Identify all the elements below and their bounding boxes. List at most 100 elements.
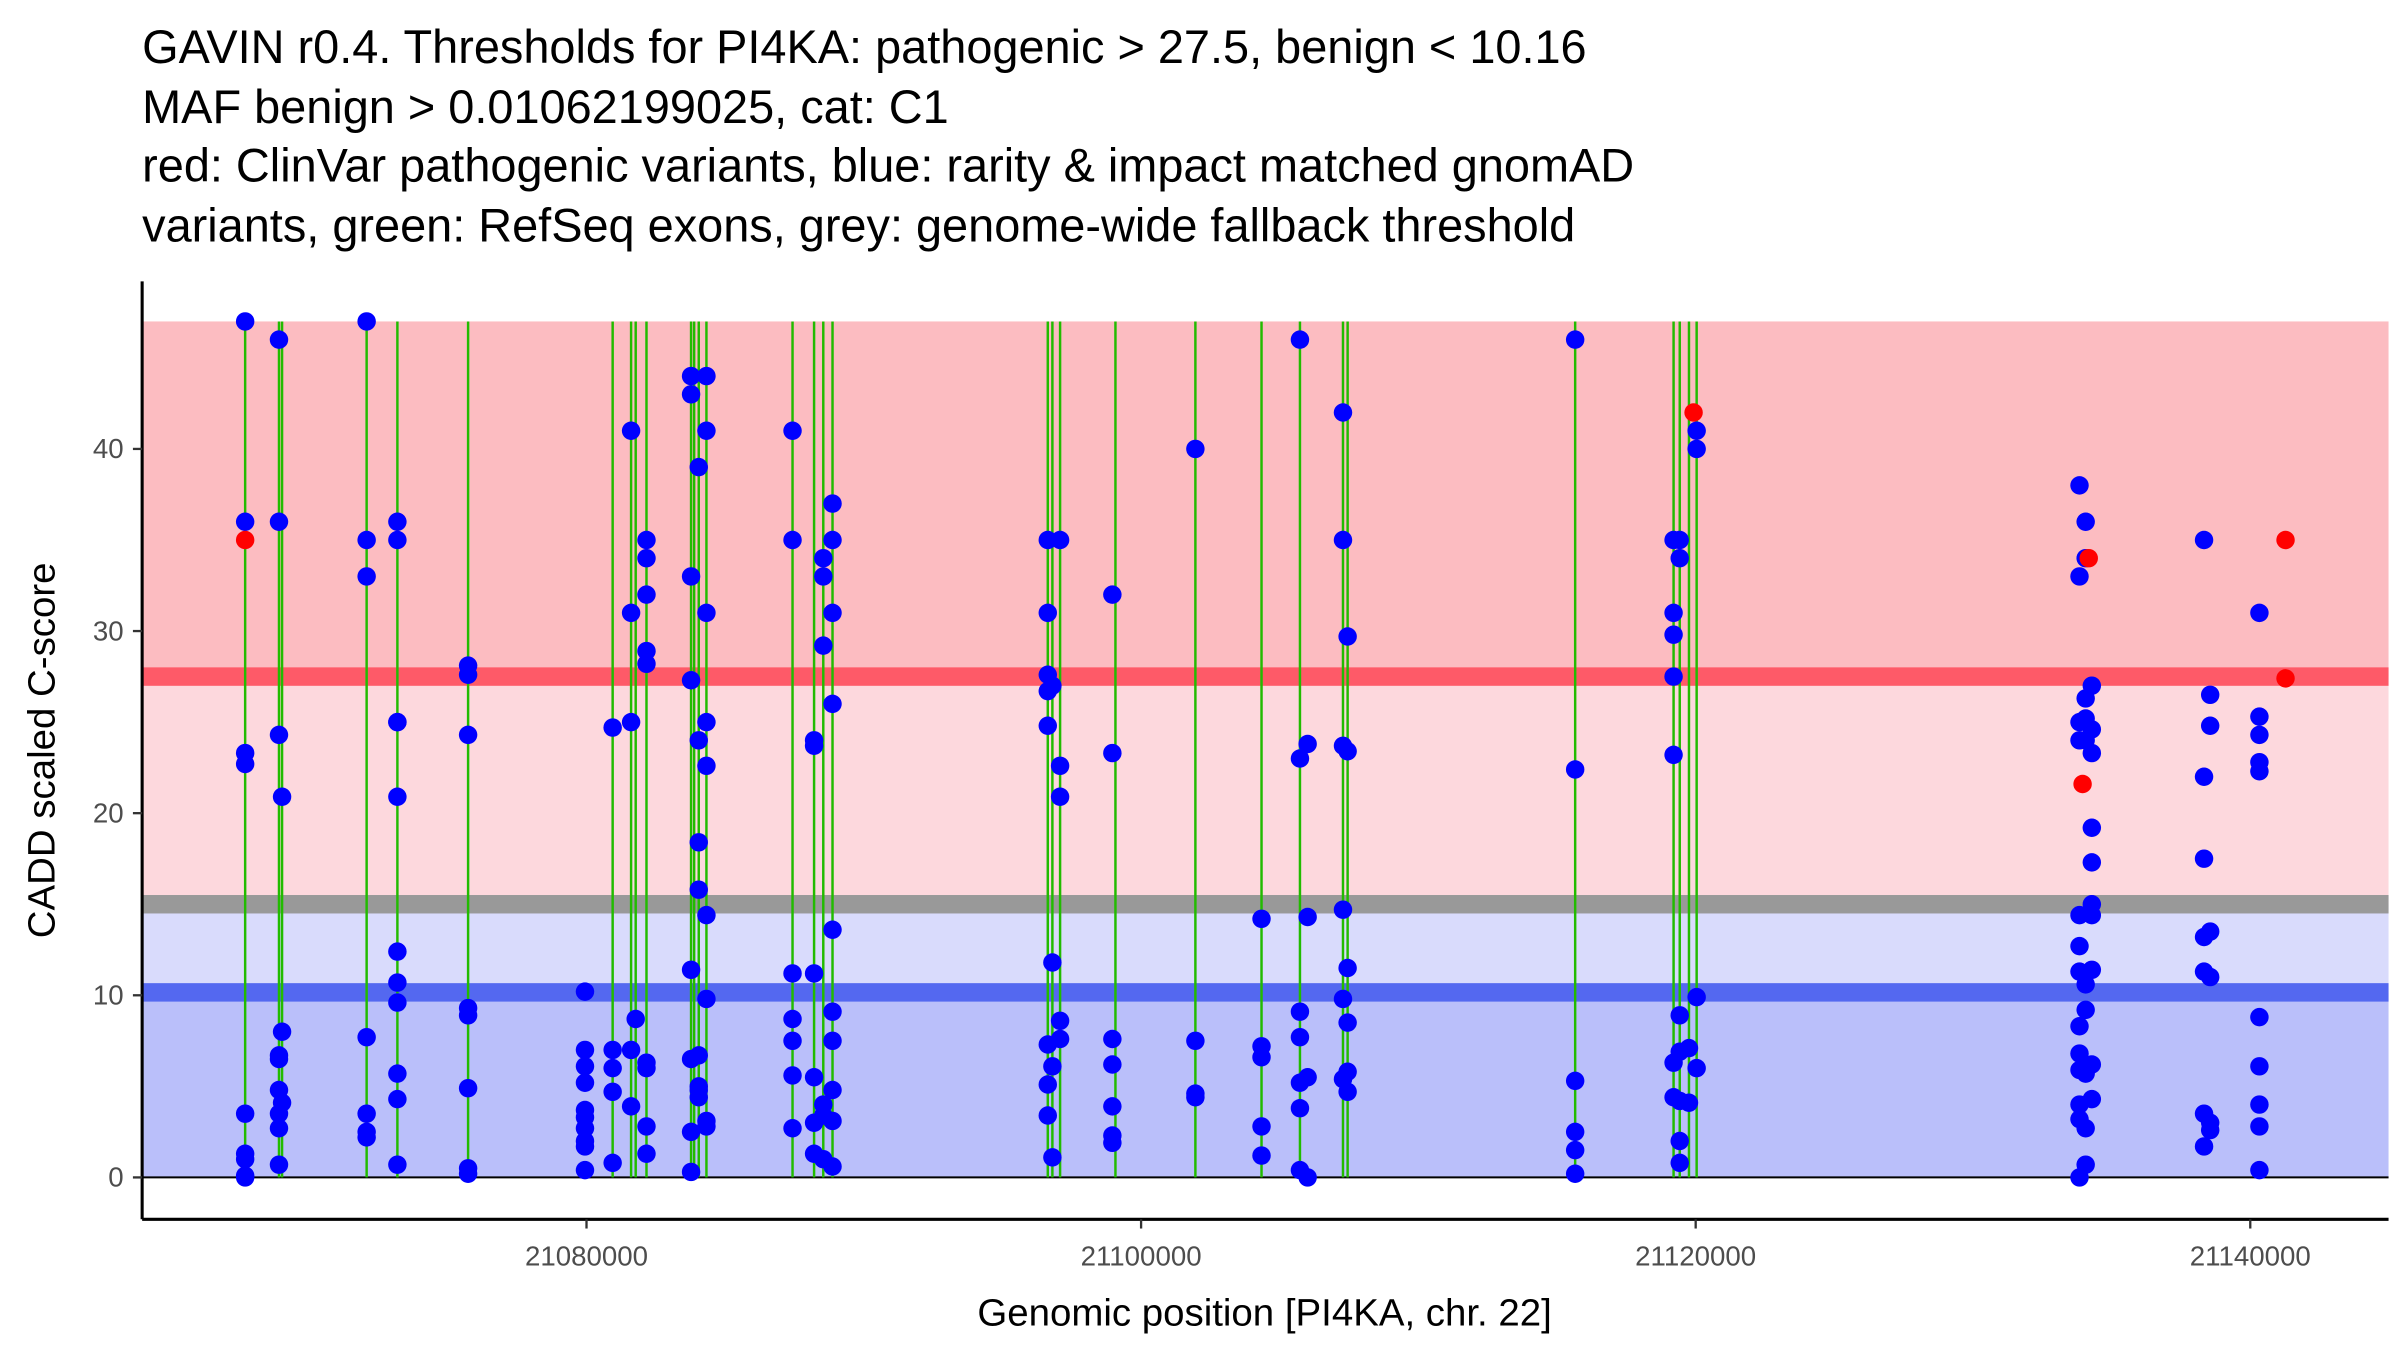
gnomad-point <box>2194 1137 2214 1156</box>
gnomad-point <box>1333 989 1353 1009</box>
gnomad-point <box>2200 685 2220 705</box>
gnomad-point <box>575 1073 595 1092</box>
gnomad-point <box>1664 745 1683 765</box>
gnomad-point <box>269 1049 289 1069</box>
gnomad-point <box>1038 1106 1058 1125</box>
gnomad-point <box>783 530 802 550</box>
gnomad-point <box>689 880 708 899</box>
gnomad-point <box>1252 1146 1271 1165</box>
gnomad-point <box>1186 1031 1205 1051</box>
gnomad-point <box>1043 1057 1062 1076</box>
gnomad-point <box>2082 853 2102 872</box>
gnomad-point <box>2200 1120 2220 1140</box>
gnomad-point <box>603 1040 622 1060</box>
clinvar-point <box>2276 669 2295 688</box>
gnomad-point <box>681 1162 701 1182</box>
gnomad-point <box>1298 734 1317 754</box>
gnomad-point <box>814 567 833 586</box>
gnomad-point <box>621 421 641 440</box>
gnomad-point <box>1333 403 1353 422</box>
gnomad-point <box>2250 1160 2269 1180</box>
variant-points <box>235 312 2295 1187</box>
gnomad-point <box>621 1040 641 1060</box>
gnomad-point <box>814 636 833 655</box>
gnomad-point <box>2194 849 2214 868</box>
gnomad-point <box>272 1022 292 1041</box>
gnomad-point <box>621 1097 641 1116</box>
gnomad-point <box>2076 512 2095 532</box>
gnomad-point <box>823 1002 842 1021</box>
gnomad-point <box>2076 1119 2095 1138</box>
gnomad-point <box>1290 1002 1310 1021</box>
gnomad-point <box>697 712 716 732</box>
gnomad-point <box>2194 530 2214 550</box>
gnomad-point <box>1338 742 1357 761</box>
x-axis-title: Genomic position [PI4KA, chr. 22] <box>977 1291 1552 1334</box>
gnomad-point <box>681 960 701 980</box>
x-tick-label: 21100000 <box>1081 1240 1202 1271</box>
clinvar-point <box>2073 774 2092 794</box>
gnomad-point <box>1252 1047 1271 1067</box>
gnomad-point <box>235 754 255 774</box>
gnomad-point <box>2250 1007 2269 1027</box>
gnomad-point <box>235 312 255 331</box>
gnomad-point <box>823 1031 842 1051</box>
gnomad-point <box>1252 1117 1271 1136</box>
gnomad-point <box>603 1058 622 1078</box>
clinvar-point <box>2079 548 2098 568</box>
gnomad-point <box>1687 987 1706 1007</box>
chart-title: GAVIN r0.4. Thresholds for PI4KA: pathog… <box>142 21 1634 251</box>
gnomad-point <box>575 1160 595 1180</box>
mid-high-zone <box>142 676 2389 905</box>
gnomad-point <box>1252 909 1271 929</box>
gnomad-point <box>1670 1006 1689 1025</box>
gnomad-point <box>603 1153 622 1173</box>
gnomad-point <box>2082 1055 2102 1074</box>
gnomad-point <box>357 312 376 331</box>
gnomad-point <box>2082 905 2102 925</box>
gnomad-point <box>1038 1075 1058 1094</box>
y-tick-label: 40 <box>93 433 124 464</box>
gnomad-point <box>1050 530 1070 550</box>
gnomad-point <box>1565 760 1585 779</box>
gnomad-point <box>823 530 842 550</box>
gnomad-point <box>1338 958 1357 978</box>
gnomad-point <box>1565 1164 1585 1184</box>
gnomad-point <box>823 1080 842 1100</box>
gnomad-point <box>235 1168 255 1187</box>
gnomad-point <box>783 1031 802 1051</box>
gnomad-point <box>689 833 708 852</box>
gnomad-point <box>2250 1095 2269 1114</box>
gnomad-point <box>2082 743 2102 763</box>
gnomad-point <box>681 670 701 690</box>
y-tick-label: 20 <box>93 797 124 828</box>
y-tick-label: 0 <box>108 1162 123 1193</box>
gnomad-point <box>2076 1155 2095 1174</box>
gnomad-point <box>783 421 802 440</box>
gnomad-point <box>689 731 708 750</box>
gnomad-point <box>575 1040 595 1060</box>
gnomad-point <box>1103 1133 1122 1153</box>
benign-threshold-line <box>142 983 2389 1002</box>
gnomad-point <box>603 1082 622 1102</box>
gnomad-point <box>357 1027 376 1047</box>
gnomad-point <box>1565 330 1585 349</box>
gnomad-point <box>2200 922 2220 941</box>
gnomad-point <box>1687 421 1706 440</box>
gnomad-point <box>1050 756 1070 776</box>
gnomad-point <box>388 712 407 732</box>
gnomad-point <box>272 787 292 807</box>
gnomad-point <box>681 1122 701 1142</box>
gnomad-point <box>1298 1168 1317 1187</box>
gnomad-point <box>1565 1122 1585 1142</box>
gnomad-point <box>1664 667 1683 686</box>
gnomad-point <box>2250 1117 2269 1136</box>
gnomad-point <box>388 993 407 1012</box>
gnomad-point <box>235 512 255 532</box>
gnomad-point <box>637 548 656 568</box>
gnomad-point <box>269 1119 289 1138</box>
gnomad-point <box>575 982 595 1001</box>
gnomad-point <box>2082 960 2102 980</box>
gnomad-point <box>2070 1017 2089 1036</box>
gnomad-point <box>823 694 842 714</box>
